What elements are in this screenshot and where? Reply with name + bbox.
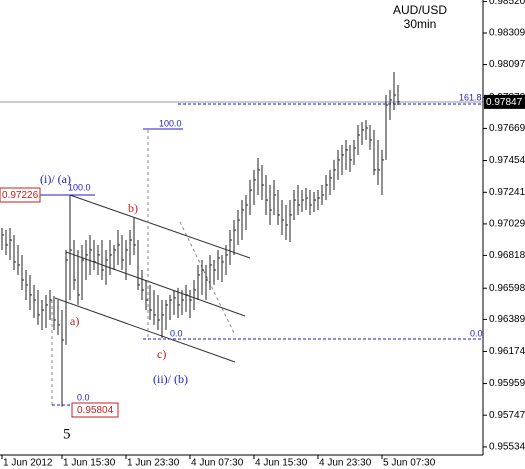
y-tick-label: 0.98097 xyxy=(489,59,525,70)
price-box-label: 0.95804 xyxy=(77,405,114,416)
y-tick-label: 0.96389 xyxy=(489,314,525,325)
y-tick-label: 0.97669 xyxy=(489,123,525,134)
x-tick-label: 4 Jun 07:30 xyxy=(191,458,244,469)
x-tick-label: 4 Jun 15:30 xyxy=(255,458,308,469)
wave-label: 5 xyxy=(63,426,71,442)
chart-title: AUD/USD xyxy=(393,3,447,17)
y-tick-label: 0.97454 xyxy=(489,155,525,166)
fib-trend xyxy=(179,221,236,336)
fib-label: 100.0 xyxy=(159,118,182,128)
x-tick-label: 5 Jun 07:30 xyxy=(383,458,436,469)
y-tick-label: 0.98520 xyxy=(489,0,525,7)
y-tick-label: 0.96818 xyxy=(489,250,525,261)
y-tick-label: 0.95959 xyxy=(489,378,525,389)
y-tick-label: 0.98309 xyxy=(489,28,525,39)
x-tick-label: 1 Jun 23:30 xyxy=(127,458,180,469)
price-bars xyxy=(1,72,400,407)
price-box-label: 0.97226 xyxy=(2,190,39,201)
wave-label: c) xyxy=(157,347,166,361)
x-tick-label: 1 Jun 15:30 xyxy=(63,458,116,469)
y-tick-label: 0.95534 xyxy=(489,442,525,453)
price-box xyxy=(0,187,41,203)
wave-label: a) xyxy=(70,314,79,328)
y-tick-label: 0.95747 xyxy=(489,410,525,421)
fib-label: 161.8 xyxy=(459,92,482,102)
channel-line xyxy=(65,251,246,317)
annotation-lines xyxy=(0,101,483,406)
wave-label: (ii)/ (b) xyxy=(153,372,188,386)
wave-label: (i)/ (a) xyxy=(40,172,71,186)
y-tick-label: 0.96174 xyxy=(489,346,525,357)
chart-subtitle: 30min xyxy=(404,17,437,31)
channel-line xyxy=(69,194,251,259)
y-tick-label: 0.96598 xyxy=(489,283,525,294)
price-box xyxy=(71,402,119,418)
x-tick-label: 1 Jun 2012 xyxy=(3,458,53,469)
fib-label: 0.0 xyxy=(77,392,90,402)
wave-label: b) xyxy=(128,201,138,215)
y-tick-label: 0.97241 xyxy=(489,187,525,198)
current-price-label: 0.97847 xyxy=(486,97,523,108)
current-price-box xyxy=(484,94,525,109)
fib-label: 100.0 xyxy=(68,182,91,192)
fib-label: 0.0 xyxy=(170,328,183,338)
channel-line xyxy=(54,297,236,363)
fib-label: 0.0 xyxy=(470,328,483,338)
y-tick-label: 0.97029 xyxy=(489,219,525,230)
x-tick-label: 4 Jun 23:30 xyxy=(319,458,372,469)
